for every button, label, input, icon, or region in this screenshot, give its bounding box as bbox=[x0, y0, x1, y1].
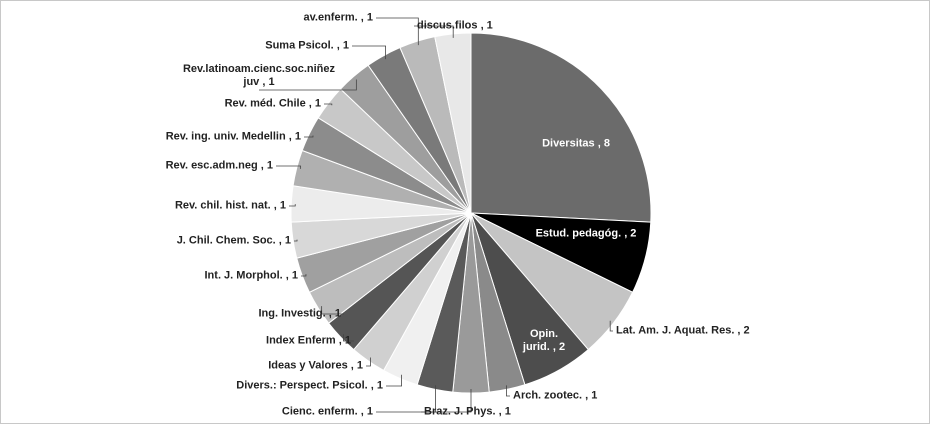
slice-label: Diversitas , 8 bbox=[542, 137, 610, 150]
leader-line bbox=[376, 17, 419, 46]
leader-line bbox=[343, 334, 354, 342]
leader-line bbox=[304, 135, 314, 138]
leader-line bbox=[259, 79, 357, 91]
slice-label: Ing. Investig. , 1 bbox=[258, 307, 341, 320]
slice-label: Lat. Am. J. Aquat. Res. , 2 bbox=[616, 324, 750, 337]
leader-line bbox=[321, 306, 344, 315]
leader-line bbox=[506, 385, 510, 397]
slice-label: Divers.: Perspect. Psicol. , 1 bbox=[236, 379, 383, 392]
leader-line bbox=[294, 239, 298, 242]
leader-line bbox=[301, 274, 307, 277]
leader-line bbox=[366, 357, 371, 367]
slice-label: Cienc. enferm. , 1 bbox=[281, 405, 373, 418]
slice-label: Braz. J. Phys. , 1 bbox=[424, 405, 511, 418]
leader-line bbox=[352, 45, 386, 60]
slice-label: Estud. pedagóg. , 2 bbox=[535, 227, 637, 240]
leader-line bbox=[609, 320, 613, 332]
slice-label: Opin. jurid. , 2 bbox=[522, 328, 566, 353]
pie-slice bbox=[434, 32, 472, 214]
pie-slice bbox=[470, 32, 652, 223]
leader-line bbox=[386, 374, 402, 387]
slice-label: Arch. zootec. , 1 bbox=[513, 389, 598, 402]
slice-label: Rev. chil. hist. nat. , 1 bbox=[174, 199, 286, 212]
leader-line bbox=[414, 25, 454, 38]
slice-label: Suma Psicol. , 1 bbox=[265, 39, 349, 52]
slice-label: Index Enferm , 1 bbox=[266, 334, 351, 347]
slice-label: J. Chil. Chem. Soc. , 1 bbox=[176, 234, 291, 247]
slice-label: Rev. ing. univ. Medellin , 1 bbox=[165, 130, 301, 143]
slice-label: Int. J. Morphol. , 1 bbox=[204, 269, 299, 282]
slice-label: Ideas y Valores , 1 bbox=[268, 359, 363, 372]
leader-line bbox=[289, 204, 296, 207]
slice-label: discus.filos , 1 bbox=[417, 19, 493, 32]
leader-line bbox=[276, 165, 302, 169]
slice-label: Rev.latinoam.cienc.soc.niñez juv , 1 bbox=[182, 63, 336, 88]
slice-label: Rev. esc.adm.neg , 1 bbox=[165, 159, 273, 172]
slice-label: av.enferm. , 1 bbox=[303, 11, 374, 24]
leader-line bbox=[324, 103, 333, 106]
leader-line bbox=[376, 385, 436, 413]
leader-line bbox=[421, 389, 472, 413]
slice-label: Rev. méd. Chile , 1 bbox=[224, 97, 321, 110]
